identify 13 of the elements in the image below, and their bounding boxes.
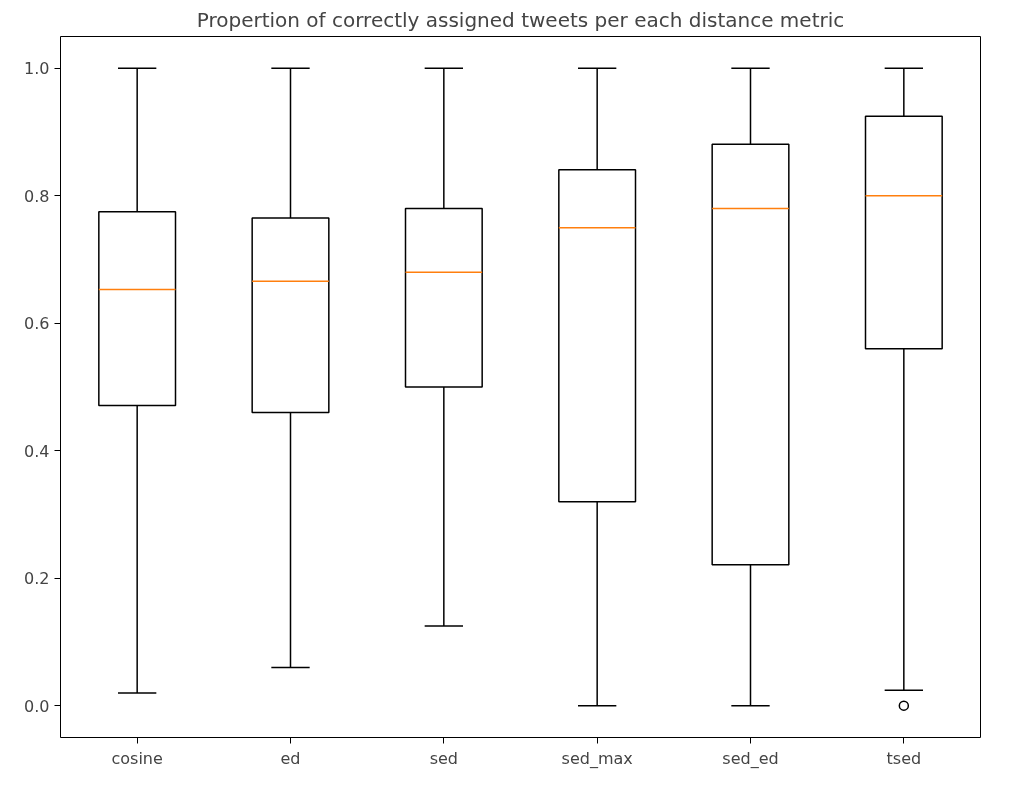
y-tick-label: 0.6 <box>24 314 50 334</box>
y-tick-label: 0.2 <box>24 569 50 589</box>
x-tick-label: ed <box>280 748 301 768</box>
x-tick-label: sed_max <box>561 748 633 769</box>
y-tick-label: 0.0 <box>24 696 50 716</box>
chart-title: Propertion of correctly assigned tweets per each distance metric <box>196 7 845 32</box>
x-tick-label: tsed <box>886 748 922 768</box>
y-tick-label: 0.4 <box>24 441 50 461</box>
x-tick-label: sed_ed <box>722 748 779 769</box>
x-tick-label: sed <box>429 748 459 768</box>
y-tick-label: 0.8 <box>24 186 50 206</box>
y-tick-label: 1.0 <box>24 59 50 79</box>
x-tick-label: cosine <box>111 748 163 768</box>
